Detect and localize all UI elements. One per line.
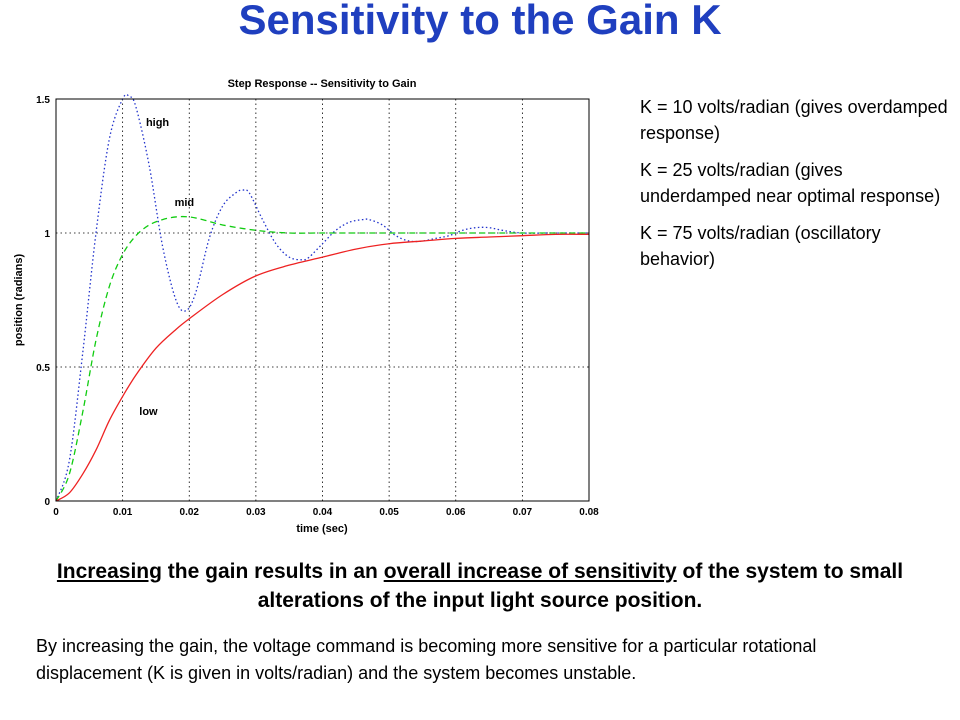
series-line-low bbox=[55, 233, 590, 502]
headline-emphasis-2: overall increase of sensitivity bbox=[383, 560, 677, 583]
annotations: high mid low bbox=[139, 117, 194, 418]
headline-emphasis-1: Increasing bbox=[56, 560, 162, 583]
x-tick-label: 0.05 bbox=[379, 507, 399, 518]
step-response-chart: Step Response -- Sensitivity to Gain 0 0.… bbox=[13, 78, 599, 535]
note-k75: K = 75 volts/radian (oscillatory behavio… bbox=[640, 223, 881, 269]
series-layer bbox=[55, 93, 590, 502]
explanation-text: By increasing the gain, the voltage comm… bbox=[36, 636, 817, 683]
x-tick-label: 0.01 bbox=[113, 507, 133, 518]
x-axis-label: time (sec) bbox=[296, 523, 348, 535]
grid bbox=[56, 99, 589, 501]
headline-text-1: the gain results in an bbox=[161, 560, 384, 583]
x-tick-label: 0.07 bbox=[513, 507, 533, 518]
y-axis-label: position (radians) bbox=[13, 254, 25, 347]
annotation-low: low bbox=[139, 406, 158, 418]
note-k25: K = 25 volts/radian (gives underdamped n… bbox=[640, 160, 941, 206]
note-k10: K = 10 volts/radian (gives overdamped re… bbox=[640, 97, 948, 143]
x-tick-label: 0.08 bbox=[579, 507, 599, 518]
slide-title: Sensitivity to the Gain K bbox=[238, 0, 722, 43]
x-tick-label: 0.02 bbox=[180, 507, 200, 518]
key-statement: Increasing the gain results in an overal… bbox=[40, 557, 920, 615]
gain-notes: K = 10 volts/radian (gives overdamped re… bbox=[640, 94, 950, 283]
x-tick-label: 0.03 bbox=[246, 507, 266, 518]
x-tick-label: 0.06 bbox=[446, 507, 466, 518]
annotation-mid: mid bbox=[175, 197, 195, 209]
tick-labels: 0 0.01 0.02 0.03 0.04 0.05 0.06 0.07 0.08 0 0.5 1 1.… bbox=[36, 95, 599, 518]
plot-frame bbox=[55, 98, 590, 502]
y-tick-label: 1.5 bbox=[36, 95, 50, 106]
annotation-high: high bbox=[146, 117, 169, 129]
y-tick-label: 1 bbox=[44, 229, 50, 240]
y-tick-label: 0.5 bbox=[36, 363, 50, 374]
y-tick-label: 0 bbox=[44, 497, 50, 508]
x-tick-label: 0 bbox=[53, 507, 59, 518]
x-tick-label: 0.04 bbox=[313, 507, 333, 518]
series-line-mid bbox=[55, 215, 589, 502]
chart-title: Step Response -- Sensitivity to Gain bbox=[228, 78, 417, 90]
headline-text-2: of the system to small alterations of th… bbox=[257, 560, 904, 612]
